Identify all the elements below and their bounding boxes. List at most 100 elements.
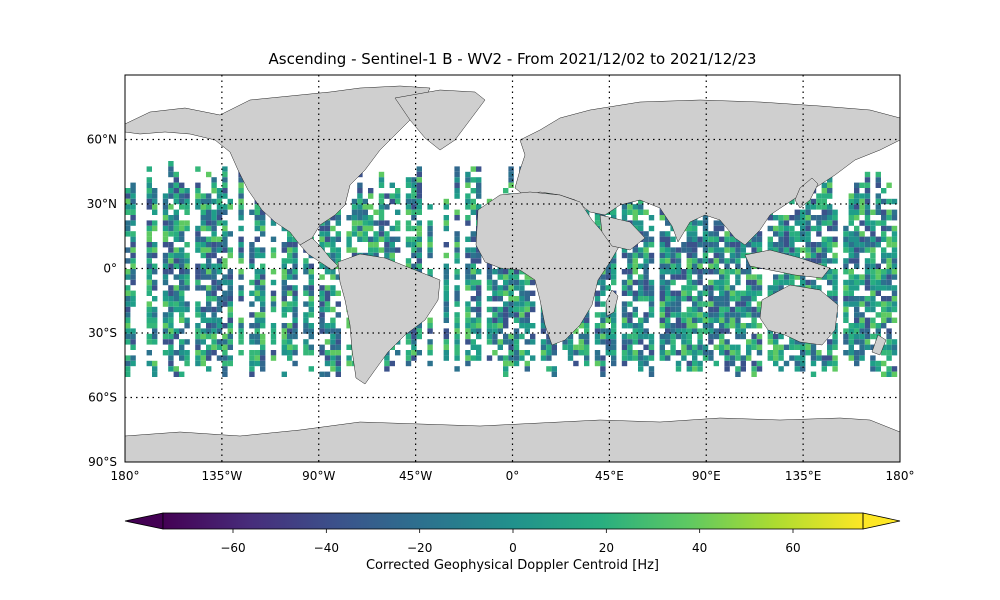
swath-cell [216,301,223,307]
swath-cell [519,290,525,296]
swath-cell [643,269,649,275]
swath-cell [465,198,471,205]
swath-cell [729,285,736,291]
swath-cell [427,231,433,237]
swath-cell [789,198,795,205]
swath-cell [735,269,741,275]
swath-cell [362,225,368,232]
swath-cell [427,252,433,259]
swath-cell [724,274,730,280]
swath-cell [249,290,255,296]
swath-cell [130,215,136,221]
swath-cell [216,344,223,350]
swath-cell [573,328,579,334]
swath-cell [697,274,703,280]
swath-cell [162,301,169,307]
swath-cell [686,263,692,269]
swath-cell [362,231,368,237]
swath-cell [508,360,514,367]
swath-cell [405,177,412,183]
swath-cell [238,247,244,253]
swath-cell [740,247,746,253]
swath-cell [281,269,287,275]
swath-cell [335,301,341,307]
swath-cell [638,328,644,334]
swath-cell [827,279,833,286]
swath-cell [146,285,152,291]
swath-cell [168,166,174,172]
swath-cell [125,204,131,210]
swath-cell [368,220,374,226]
swath-cell [686,296,692,302]
swath-cell [254,317,260,323]
swath-cell [702,301,709,307]
swath-cell [519,306,525,313]
swath-cell [832,242,838,248]
swath-cell [864,193,871,199]
swath-cell [335,231,341,237]
swath-cell [546,350,552,356]
swath-cell [594,296,601,302]
swath-cell [168,225,174,232]
swath-cell [870,258,876,264]
swath-cell [843,231,849,237]
swath-cell [886,333,892,340]
swath-cell [708,263,714,269]
swath-cell [854,312,860,318]
swath-cell [195,242,201,248]
swath-cell [870,252,876,259]
swath-cell [643,312,649,318]
swath-cell [216,279,223,286]
swath-cell [130,198,136,205]
swath-cell [389,198,395,205]
swath-cell [827,290,833,296]
swath-cell [670,247,676,253]
swath-cell [195,312,201,318]
swath-cell [357,188,363,194]
swath-cell [324,328,331,334]
swath-cell [346,355,352,361]
swath-cell [443,220,449,226]
swath-cell [200,263,206,269]
swath-cell [125,269,131,275]
swath-cell [578,323,584,329]
swath-cell [648,215,655,221]
swath-cell [816,231,822,237]
swath-cell [729,290,736,296]
swath-cell [227,312,233,318]
swath-cell [702,236,709,242]
swath-cell [222,231,228,237]
swath-cell [130,252,136,259]
swath-cell [238,242,244,248]
swath-cell [854,258,860,264]
swath-cell [697,296,703,302]
swath-cell [767,328,773,334]
swath-cell [524,279,530,286]
swath-cell [843,269,849,275]
swath-cell [789,215,795,221]
swath-cell [659,312,665,318]
swath-cell [886,236,892,242]
swath-cell [200,333,206,340]
swath-cell [773,274,779,280]
swath-cell [357,204,363,210]
swath-cell [211,312,217,318]
swath-cell [881,274,887,280]
swath-cell [697,269,703,275]
swath-cell [621,317,628,323]
swath-cell [827,269,833,275]
swath-cell [443,328,449,334]
swath-cell [152,328,158,334]
swath-cell [303,317,309,323]
swath-cell [540,344,547,350]
swath-cell [173,296,179,302]
swath-cell [195,231,201,237]
swath-cell [735,263,741,269]
swath-cell [875,242,881,248]
swath-cell [216,215,223,221]
swath-cell [270,290,277,296]
swath-cell [735,328,741,334]
colorbar-label: Corrected Geophysical Doppler Centroid [… [365,558,659,573]
swath-cell [206,323,212,329]
swath-cell [486,296,493,302]
